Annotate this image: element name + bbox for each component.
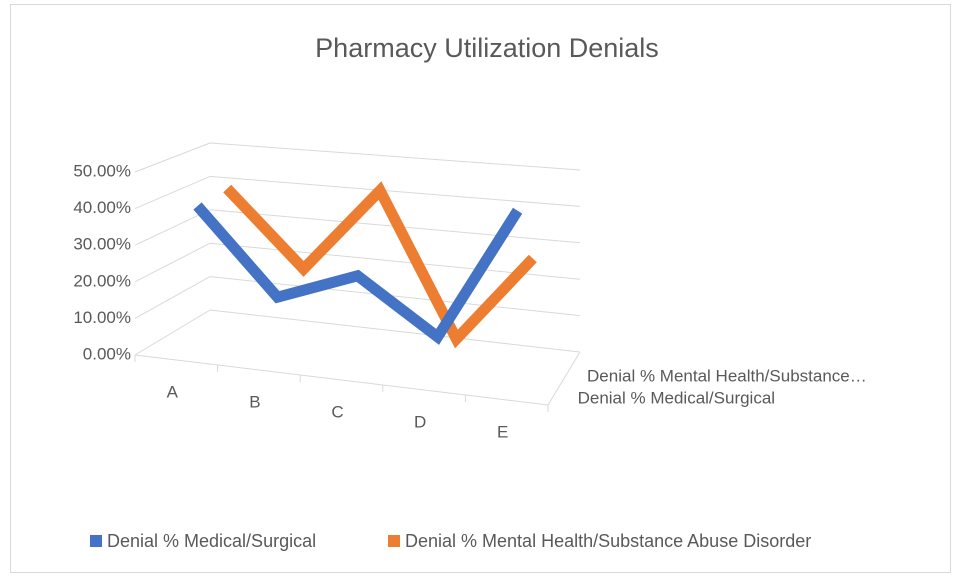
- chart-title: Pharmacy Utilization Denials: [315, 33, 659, 63]
- grid-line: [134, 276, 211, 319]
- grid-line: [209, 142, 581, 171]
- legend-label: Denial % Mental Health/Substance Abuse D…: [405, 531, 811, 551]
- y-tick-label: 10.00%: [73, 308, 131, 327]
- x-tick-label: C: [331, 402, 343, 421]
- depth-axis: [547, 351, 581, 406]
- y-tick-label: 30.00%: [73, 235, 131, 254]
- y-tick-label: 50.00%: [73, 161, 131, 180]
- y-tick-label: 40.00%: [73, 198, 131, 217]
- series-line: [223, 181, 537, 349]
- x-axis: [134, 354, 549, 406]
- x-tick-label: B: [249, 392, 260, 411]
- grid-line: [134, 142, 211, 173]
- grid-line: [209, 175, 581, 207]
- grid-line: [134, 242, 211, 283]
- legend-label: Denial % Medical/Surgical: [107, 531, 316, 551]
- grid-line: [134, 209, 211, 246]
- grid-line: [209, 309, 581, 353]
- y-tick-label: 20.00%: [73, 271, 131, 290]
- x-tick-label: E: [497, 422, 508, 441]
- legend-swatch: [388, 535, 400, 547]
- depth-label: Denial % Mental Health/Substance…: [587, 366, 867, 385]
- y-tick-label: 0.00%: [83, 344, 131, 363]
- chart-border: [10, 4, 951, 573]
- grid-line: [134, 309, 211, 356]
- legend-swatch: [90, 535, 102, 547]
- depth-label: Denial % Medical/Surgical: [578, 389, 775, 408]
- x-tick-label: D: [414, 412, 426, 431]
- grid-line: [134, 175, 211, 210]
- series-line: [193, 202, 523, 345]
- x-tick-label: A: [167, 382, 179, 401]
